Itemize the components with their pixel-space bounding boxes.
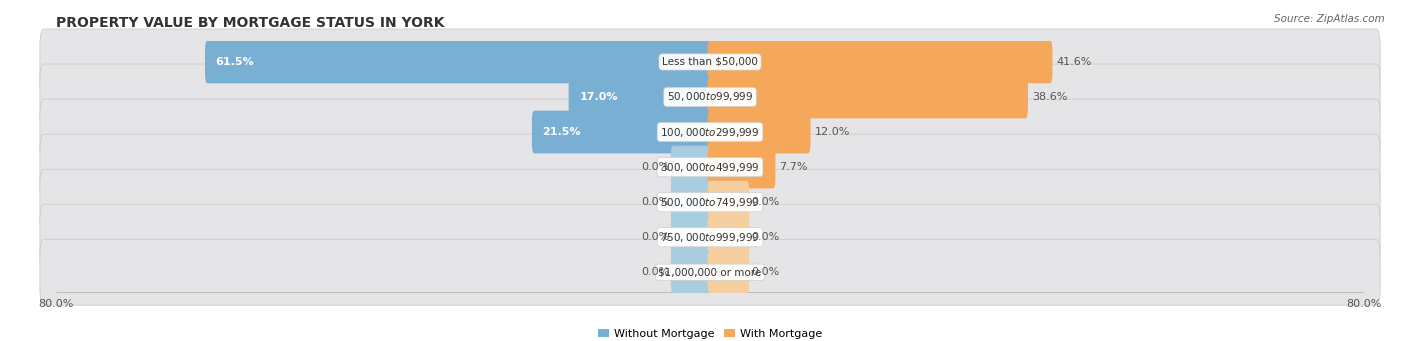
Text: 41.6%: 41.6% [1056,57,1092,67]
Text: 0.0%: 0.0% [751,232,779,242]
Text: 38.6%: 38.6% [1032,92,1067,102]
FancyBboxPatch shape [707,111,810,153]
FancyBboxPatch shape [39,134,1381,200]
FancyBboxPatch shape [707,216,749,258]
FancyBboxPatch shape [671,146,713,189]
Text: Less than $50,000: Less than $50,000 [662,57,758,67]
Text: $50,000 to $99,999: $50,000 to $99,999 [666,90,754,104]
Text: 0.0%: 0.0% [641,162,669,172]
FancyBboxPatch shape [707,76,1028,118]
FancyBboxPatch shape [568,76,713,118]
FancyBboxPatch shape [39,99,1381,165]
FancyBboxPatch shape [39,64,1381,130]
Text: 0.0%: 0.0% [641,267,669,277]
FancyBboxPatch shape [39,204,1381,270]
Text: $750,000 to $999,999: $750,000 to $999,999 [661,231,759,244]
FancyBboxPatch shape [707,181,749,223]
Text: 0.0%: 0.0% [751,267,779,277]
Text: $100,000 to $299,999: $100,000 to $299,999 [661,125,759,138]
Text: $500,000 to $749,999: $500,000 to $749,999 [661,196,759,209]
Text: 0.0%: 0.0% [641,232,669,242]
FancyBboxPatch shape [671,181,713,223]
FancyBboxPatch shape [707,41,1053,83]
FancyBboxPatch shape [205,41,713,83]
FancyBboxPatch shape [671,216,713,258]
Text: Source: ZipAtlas.com: Source: ZipAtlas.com [1274,14,1385,24]
FancyBboxPatch shape [39,169,1381,235]
Text: 21.5%: 21.5% [543,127,581,137]
Text: 7.7%: 7.7% [779,162,808,172]
Text: 17.0%: 17.0% [579,92,617,102]
Text: $300,000 to $499,999: $300,000 to $499,999 [661,161,759,174]
FancyBboxPatch shape [707,251,749,294]
FancyBboxPatch shape [531,111,713,153]
Legend: Without Mortgage, With Mortgage: Without Mortgage, With Mortgage [593,324,827,341]
Text: 61.5%: 61.5% [215,57,254,67]
Text: 12.0%: 12.0% [814,127,851,137]
Text: $1,000,000 or more: $1,000,000 or more [658,267,762,277]
FancyBboxPatch shape [671,251,713,294]
Text: PROPERTY VALUE BY MORTGAGE STATUS IN YORK: PROPERTY VALUE BY MORTGAGE STATUS IN YOR… [56,16,444,30]
FancyBboxPatch shape [39,239,1381,305]
Text: 0.0%: 0.0% [641,197,669,207]
FancyBboxPatch shape [39,29,1381,95]
FancyBboxPatch shape [707,146,776,189]
Text: 0.0%: 0.0% [751,197,779,207]
